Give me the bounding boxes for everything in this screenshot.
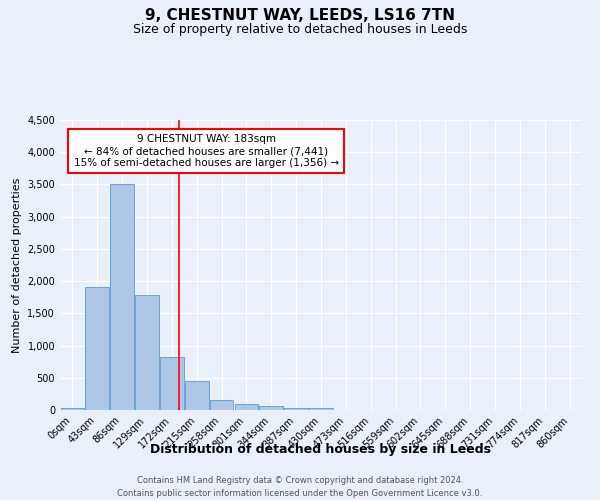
- Bar: [185, 381, 209, 410]
- Text: 9, CHESTNUT WAY, LEEDS, LS16 7TN: 9, CHESTNUT WAY, LEEDS, LS16 7TN: [145, 8, 455, 22]
- Y-axis label: Number of detached properties: Number of detached properties: [12, 178, 22, 352]
- Bar: [259, 406, 283, 410]
- Bar: [160, 357, 184, 410]
- Text: Distribution of detached houses by size in Leeds: Distribution of detached houses by size …: [151, 442, 491, 456]
- Bar: [210, 400, 233, 410]
- Bar: [85, 287, 109, 410]
- Bar: [110, 184, 134, 410]
- Text: 9 CHESTNUT WAY: 183sqm
← 84% of detached houses are smaller (7,441)
15% of semi-: 9 CHESTNUT WAY: 183sqm ← 84% of detached…: [74, 134, 339, 168]
- Bar: [284, 408, 308, 410]
- Bar: [235, 404, 258, 410]
- Text: Size of property relative to detached houses in Leeds: Size of property relative to detached ho…: [133, 22, 467, 36]
- Text: Contains HM Land Registry data © Crown copyright and database right 2024.
Contai: Contains HM Land Registry data © Crown c…: [118, 476, 482, 498]
- Bar: [61, 408, 84, 410]
- Bar: [135, 294, 159, 410]
- Bar: [309, 408, 333, 410]
